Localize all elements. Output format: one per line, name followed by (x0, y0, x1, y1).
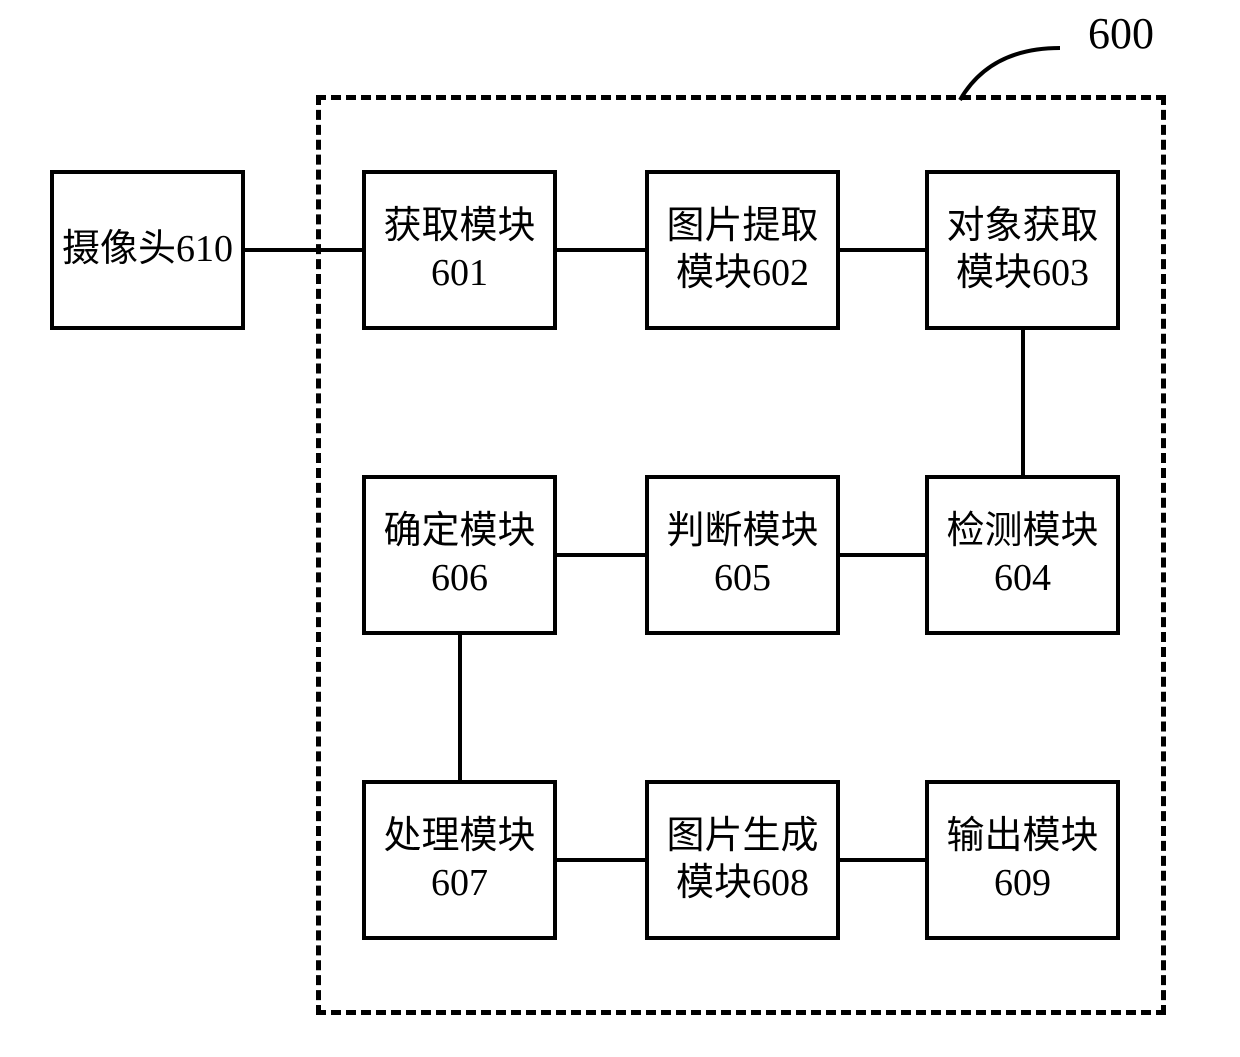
connector (840, 858, 925, 862)
node-label: 对象获取模块603 (935, 203, 1110, 298)
node-process-607: 处理模块607 (362, 780, 557, 940)
node-detect-604: 检测模块604 (925, 475, 1120, 635)
node-image-generate-608: 图片生成模块608 (645, 780, 840, 940)
node-label: 输出模块609 (935, 813, 1110, 908)
node-determine-606: 确定模块606 (362, 475, 557, 635)
connector (557, 858, 645, 862)
node-label: 图片生成模块608 (655, 813, 830, 908)
connector (840, 248, 925, 252)
connector (557, 248, 645, 252)
node-label: 处理模块607 (372, 813, 547, 908)
node-label: 判断模块605 (655, 508, 830, 603)
diagram-canvas: 600 摄像头610 获取模块601 图片提取模块602 对象获取模块603 确… (0, 0, 1240, 1057)
node-label: 图片提取模块602 (655, 203, 830, 298)
node-output-609: 输出模块609 (925, 780, 1120, 940)
node-acquire-601: 获取模块601 (362, 170, 557, 330)
node-image-extract-602: 图片提取模块602 (645, 170, 840, 330)
node-object-acquire-603: 对象获取模块603 (925, 170, 1120, 330)
node-camera-610: 摄像头610 (50, 170, 245, 330)
connector (245, 248, 362, 252)
connector (840, 553, 925, 557)
connector (557, 553, 645, 557)
node-label: 确定模块606 (372, 508, 547, 603)
node-label: 获取模块601 (372, 203, 547, 298)
connector (458, 635, 462, 780)
node-label: 摄像头610 (62, 226, 233, 274)
node-label: 检测模块604 (935, 508, 1110, 603)
connector (1021, 330, 1025, 475)
node-judge-605: 判断模块605 (645, 475, 840, 635)
